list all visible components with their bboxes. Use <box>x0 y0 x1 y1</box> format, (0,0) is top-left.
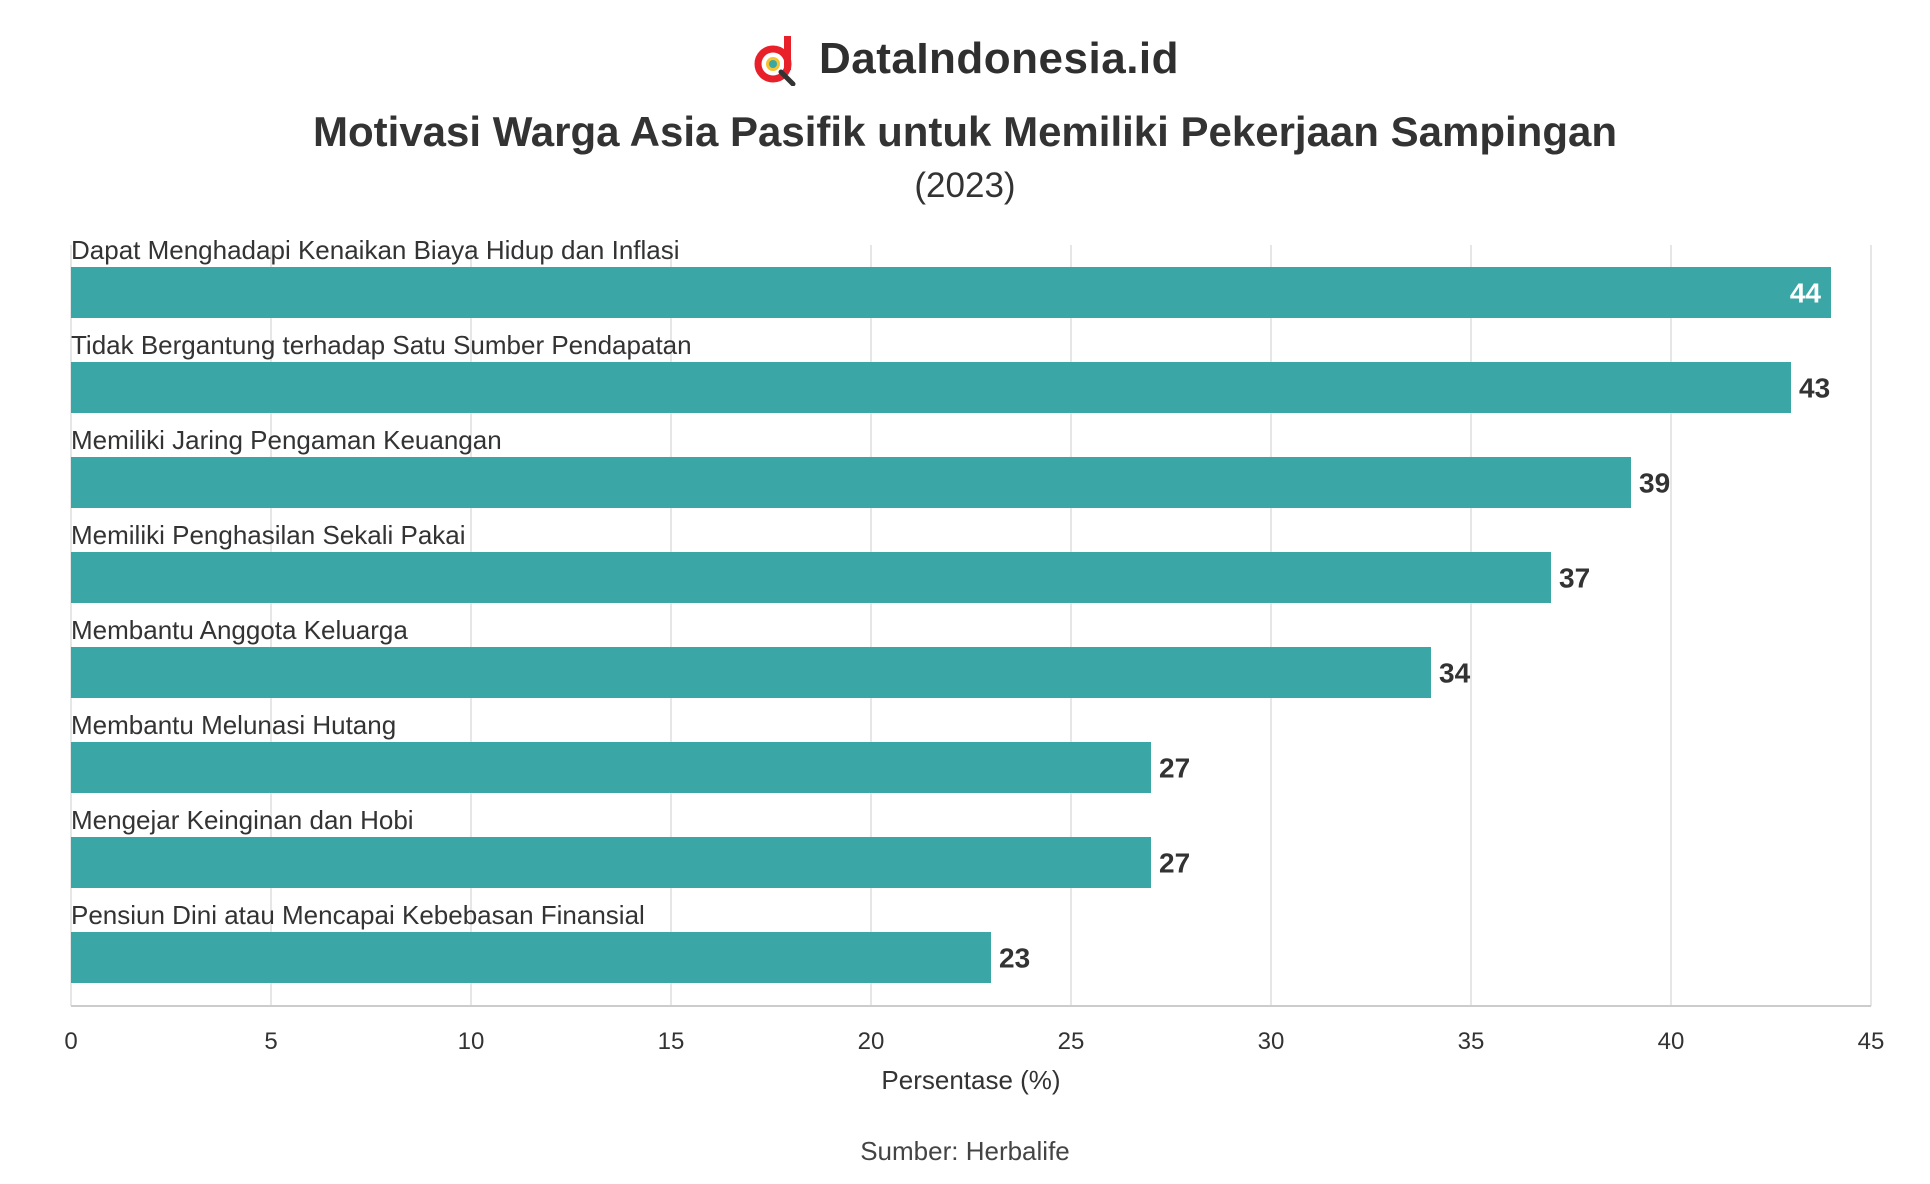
bar <box>71 932 991 983</box>
x-tick-label: 5 <box>264 1028 277 1055</box>
value-label: 34 <box>1439 658 1471 689</box>
magnifier-d-logo-icon <box>754 36 796 86</box>
value-label: 23 <box>999 943 1030 974</box>
bar <box>71 742 1151 793</box>
value-label: 39 <box>1639 468 1670 499</box>
x-tick-label: 35 <box>1458 1028 1485 1055</box>
bar <box>71 837 1151 888</box>
category-label: Pensiun Dini atau Mencapai Kebebasan Fin… <box>71 900 645 930</box>
category-label: Memiliki Jaring Pengaman Keuangan <box>71 425 502 455</box>
bar-chart: Dapat Menghadapi Kenaikan Biaya Hidup da… <box>64 235 1885 1095</box>
bar <box>71 552 1551 603</box>
x-tick-label: 15 <box>658 1028 685 1055</box>
chart-bars: Dapat Menghadapi Kenaikan Biaya Hidup da… <box>71 235 1831 983</box>
category-label: Memiliki Penghasilan Sekali Pakai <box>71 520 466 550</box>
category-label: Membantu Anggota Keluarga <box>71 615 408 645</box>
category-label: Dapat Menghadapi Kenaikan Biaya Hidup da… <box>71 235 680 265</box>
value-label: 27 <box>1159 753 1190 784</box>
brand-name: DataIndonesia.id <box>818 34 1180 83</box>
x-tick-label: 40 <box>1658 1028 1685 1055</box>
x-tick-label: 45 <box>1858 1028 1885 1055</box>
bar <box>71 267 1831 318</box>
x-axis: 0 5 10 15 20 25 30 35 40 45 <box>64 1005 1885 1055</box>
bar <box>71 362 1791 413</box>
category-label: Tidak Bergantung terhadap Satu Sumber Pe… <box>71 330 692 360</box>
x-axis-label: Persentase (%) <box>881 1065 1060 1095</box>
x-tick-label: 0 <box>64 1028 77 1055</box>
source-note: Sumber: Herbalife <box>860 1136 1070 1166</box>
category-label: Membantu Melunasi Hutang <box>71 710 396 740</box>
value-label: 27 <box>1159 848 1190 879</box>
brand-header: DataIndonesia.id <box>0 28 1930 90</box>
chart-title: Motivasi Warga Asia Pasifik untuk Memili… <box>313 108 1617 155</box>
x-tick-label: 20 <box>858 1028 885 1055</box>
value-label: 43 <box>1799 373 1830 404</box>
x-tick-label: 10 <box>458 1028 485 1055</box>
category-label: Mengejar Keinginan dan Hobi <box>71 805 414 835</box>
x-tick-label: 25 <box>1058 1028 1085 1055</box>
bar <box>71 647 1431 698</box>
bar <box>71 457 1631 508</box>
chart-subtitle: (2023) <box>914 166 1016 205</box>
x-tick-label: 30 <box>1258 1028 1285 1055</box>
value-label: 37 <box>1559 563 1590 594</box>
value-label: 44 <box>1790 278 1822 309</box>
